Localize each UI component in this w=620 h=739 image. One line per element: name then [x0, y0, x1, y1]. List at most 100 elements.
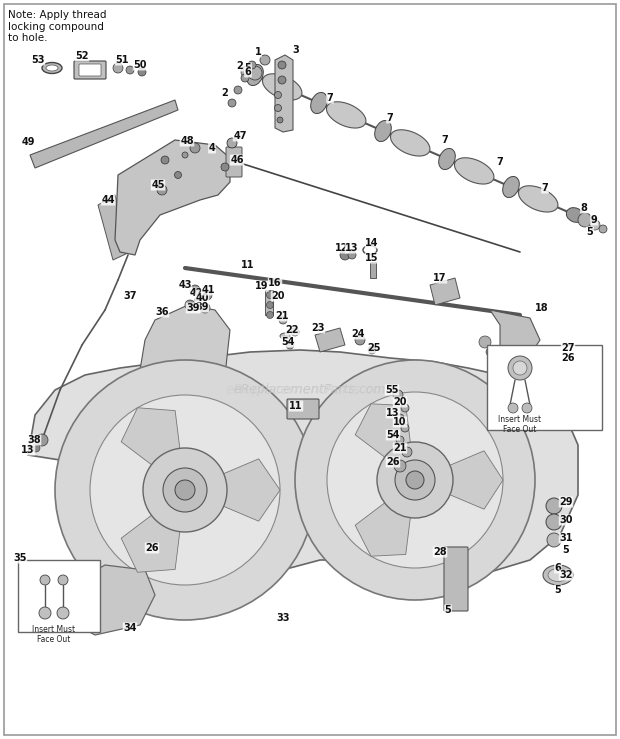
Circle shape [402, 447, 412, 457]
Text: eReplacementParts.com: eReplacementParts.com [225, 383, 395, 397]
Text: 38: 38 [27, 435, 41, 445]
Circle shape [143, 448, 227, 532]
Text: 5: 5 [587, 227, 593, 237]
Text: 22: 22 [285, 325, 299, 335]
Text: 9: 9 [591, 215, 598, 225]
Text: 8: 8 [580, 203, 587, 213]
FancyBboxPatch shape [4, 4, 616, 735]
Circle shape [377, 442, 453, 518]
Polygon shape [275, 55, 293, 132]
Ellipse shape [543, 565, 573, 585]
Circle shape [508, 403, 518, 413]
Ellipse shape [280, 333, 290, 339]
Text: 6: 6 [555, 563, 561, 573]
Circle shape [286, 341, 294, 349]
Text: 7: 7 [387, 113, 393, 123]
Ellipse shape [311, 92, 327, 114]
Circle shape [406, 471, 424, 489]
Text: 10: 10 [393, 417, 407, 427]
Polygon shape [121, 408, 185, 490]
Text: 52: 52 [75, 51, 89, 61]
Circle shape [174, 171, 182, 179]
Text: 7: 7 [327, 93, 334, 103]
Text: 18: 18 [535, 303, 549, 313]
Ellipse shape [262, 74, 302, 100]
Circle shape [599, 225, 607, 233]
Circle shape [36, 434, 48, 446]
Circle shape [163, 468, 207, 512]
Ellipse shape [439, 149, 455, 169]
Text: 13: 13 [386, 408, 400, 418]
Ellipse shape [327, 102, 366, 128]
Circle shape [126, 66, 134, 74]
Polygon shape [355, 480, 415, 556]
Circle shape [32, 444, 40, 452]
Polygon shape [121, 490, 185, 572]
Polygon shape [115, 140, 230, 255]
Text: 3: 3 [293, 45, 299, 55]
Text: 53: 53 [31, 55, 45, 65]
Circle shape [396, 436, 404, 444]
Circle shape [58, 575, 68, 585]
Text: 39: 39 [186, 303, 200, 313]
Circle shape [277, 117, 283, 123]
Circle shape [267, 302, 273, 308]
Circle shape [513, 361, 527, 375]
FancyBboxPatch shape [444, 547, 468, 611]
Text: Insert Must
Face Out: Insert Must Face Out [498, 415, 541, 435]
Circle shape [221, 163, 229, 171]
Circle shape [355, 335, 365, 345]
Text: 7: 7 [441, 135, 448, 145]
Text: 21: 21 [393, 443, 407, 453]
Polygon shape [30, 100, 178, 168]
Text: 17: 17 [433, 273, 447, 283]
Circle shape [546, 498, 562, 514]
Text: 43: 43 [179, 280, 192, 290]
Circle shape [348, 251, 356, 259]
Circle shape [295, 360, 535, 600]
Circle shape [486, 348, 494, 356]
Circle shape [279, 316, 287, 324]
Circle shape [401, 424, 409, 432]
Polygon shape [415, 451, 503, 509]
Text: 48: 48 [180, 136, 194, 146]
Text: 31: 31 [559, 533, 573, 543]
Circle shape [90, 395, 280, 585]
Text: 11: 11 [290, 401, 303, 411]
Text: 39: 39 [195, 302, 209, 312]
Text: 7: 7 [497, 157, 503, 167]
Text: 13: 13 [345, 243, 359, 253]
Circle shape [275, 92, 281, 98]
FancyBboxPatch shape [79, 64, 101, 76]
Polygon shape [58, 565, 155, 635]
Ellipse shape [374, 120, 391, 142]
Text: 23: 23 [311, 323, 325, 333]
Circle shape [395, 460, 435, 500]
Circle shape [275, 104, 281, 112]
Text: 36: 36 [155, 307, 169, 317]
Text: 54: 54 [386, 430, 400, 440]
Circle shape [228, 99, 236, 107]
Text: 34: 34 [123, 623, 137, 633]
Text: 26: 26 [561, 353, 575, 363]
Circle shape [161, 156, 169, 164]
Text: 46: 46 [230, 155, 244, 165]
Circle shape [278, 61, 286, 69]
Circle shape [248, 61, 256, 69]
Text: 7: 7 [542, 183, 548, 193]
Polygon shape [140, 305, 230, 405]
Circle shape [396, 414, 404, 422]
Text: Insert Must
Face Out: Insert Must Face Out [32, 625, 76, 644]
Circle shape [138, 68, 146, 76]
FancyBboxPatch shape [226, 147, 242, 177]
Polygon shape [430, 278, 460, 305]
Ellipse shape [46, 65, 58, 71]
Text: 33: 33 [277, 613, 290, 623]
Text: 19: 19 [255, 281, 268, 291]
Circle shape [241, 74, 249, 82]
FancyBboxPatch shape [265, 290, 273, 315]
Circle shape [546, 514, 562, 530]
Circle shape [547, 533, 561, 547]
Text: 50: 50 [133, 60, 147, 70]
Polygon shape [185, 459, 280, 521]
